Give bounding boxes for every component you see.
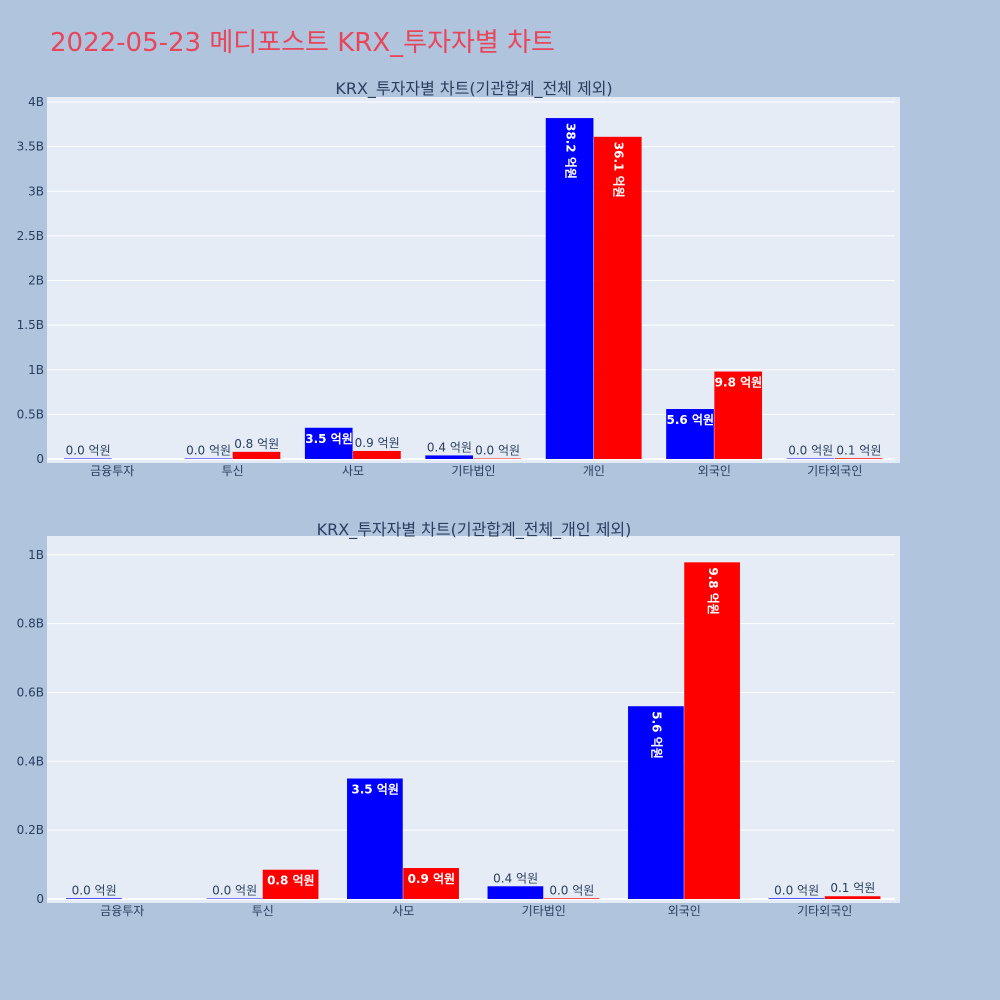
data-label: 0.0 억원 bbox=[66, 444, 111, 458]
bar bbox=[786, 458, 835, 459]
y-tick-label: 1B bbox=[28, 548, 44, 562]
bar bbox=[425, 455, 473, 459]
y-tick-label: 0.6B bbox=[17, 685, 44, 699]
data-label: 5.6 억원 bbox=[650, 711, 664, 759]
bar bbox=[768, 898, 825, 899]
bar bbox=[206, 898, 263, 899]
x-tick-label: 외국인 bbox=[668, 904, 701, 918]
x-tick-label: 투신 bbox=[252, 904, 274, 918]
data-label: 0.0 억원 bbox=[186, 444, 231, 458]
data-label: 0.4 억원 bbox=[493, 871, 538, 885]
bar bbox=[184, 458, 233, 459]
bar bbox=[64, 458, 112, 459]
chart-title: KRX_투자자별 차트(기관합계_전체 제외) bbox=[335, 79, 612, 99]
bar bbox=[473, 458, 522, 459]
bar bbox=[232, 451, 281, 459]
data-label: 0.1 억원 bbox=[830, 881, 875, 895]
x-tick-label: 사모 bbox=[392, 904, 414, 918]
bar bbox=[714, 371, 763, 459]
bar bbox=[353, 450, 401, 459]
data-label: 0.0 억원 bbox=[788, 444, 833, 458]
data-label: 0.4 억원 bbox=[427, 440, 472, 454]
x-tick-label: 사모 bbox=[342, 464, 364, 478]
data-label: 3.5 억원 bbox=[351, 783, 399, 797]
y-tick-label: 0.5B bbox=[17, 407, 44, 421]
y-tick-label: 3.5B bbox=[17, 140, 44, 154]
x-tick-label: 기타외국인 bbox=[797, 904, 852, 918]
data-label: 9.8 억원 bbox=[706, 567, 720, 615]
y-tick-label: 0 bbox=[36, 892, 44, 906]
bar bbox=[347, 778, 403, 899]
x-tick-label: 금융투자 bbox=[100, 904, 144, 918]
data-label: 0.8 억원 bbox=[234, 437, 279, 451]
x-tick-label: 금융투자 bbox=[90, 464, 134, 478]
chart-top: 0 0.5B 1B 1.5B 2B 2.5B 3B 3.5B 4B 금융투자 투신 사모 기타법인 개인 외… bbox=[17, 79, 900, 478]
data-label: 0.0 억원 bbox=[549, 883, 594, 897]
x-tick-label: 기타법인 bbox=[451, 464, 495, 478]
bar bbox=[543, 898, 600, 899]
bar bbox=[593, 136, 642, 459]
data-label: 5.6 억원 bbox=[667, 413, 715, 427]
data-label: 38.2 억원 bbox=[563, 123, 577, 179]
data-label: 0.0 억원 bbox=[72, 883, 117, 897]
y-tick-label: 0.8B bbox=[17, 617, 44, 631]
bar bbox=[66, 898, 122, 899]
y-tick-label: 2B bbox=[28, 274, 44, 288]
bar bbox=[487, 886, 544, 899]
data-label: 0.1 억원 bbox=[836, 443, 881, 457]
data-label: 0.0 억원 bbox=[475, 444, 520, 458]
bar bbox=[262, 869, 319, 899]
y-tick-label: 0.4B bbox=[17, 754, 44, 768]
bar bbox=[403, 868, 459, 899]
bar bbox=[824, 896, 881, 899]
y-tick-label: 0 bbox=[36, 452, 44, 466]
bar bbox=[628, 706, 684, 899]
bar bbox=[545, 118, 594, 459]
data-label: 0.0 억원 bbox=[774, 883, 819, 897]
y-tick-label: 4B bbox=[28, 95, 44, 109]
x-tick-label: 기타외국인 bbox=[807, 464, 862, 478]
bar bbox=[304, 427, 353, 459]
bar bbox=[666, 409, 714, 459]
chart-title: KRX_투자자별 차트(기관합계_전체_개인 제외) bbox=[317, 520, 632, 540]
data-label: 0.8 억원 bbox=[267, 874, 315, 888]
bar bbox=[834, 458, 883, 459]
data-label: 0.9 억원 bbox=[355, 436, 400, 450]
y-tick-label: 2.5B bbox=[17, 229, 44, 243]
page-title: 2022-05-23 메디포스트 KRX_투자자별 차트 bbox=[50, 28, 555, 58]
data-label: 9.8 억원 bbox=[715, 376, 763, 390]
y-tick-label: 3B bbox=[28, 184, 44, 198]
x-tick-label: 외국인 bbox=[698, 464, 731, 478]
bar bbox=[684, 562, 740, 899]
data-label: 36.1 억원 bbox=[612, 142, 626, 198]
x-tick-label: 기타법인 bbox=[522, 904, 566, 918]
y-tick-label: 1.5B bbox=[17, 318, 44, 332]
y-tick-label: 1B bbox=[28, 363, 44, 377]
data-label: 0.9 억원 bbox=[408, 872, 456, 886]
x-tick-label: 투신 bbox=[222, 464, 244, 478]
data-label: 0.0 억원 bbox=[212, 884, 257, 898]
data-label: 3.5 억원 bbox=[305, 432, 353, 446]
y-tick-label: 0.2B bbox=[17, 823, 44, 837]
plot-area bbox=[47, 536, 900, 903]
chart-bottom: 0 0.2B 0.4B 0.6B 0.8B 1B 금융투자 투신 사모 기타법인 외국인 기타외국인 0… bbox=[17, 520, 900, 918]
x-tick-label: 개인 bbox=[583, 464, 605, 478]
